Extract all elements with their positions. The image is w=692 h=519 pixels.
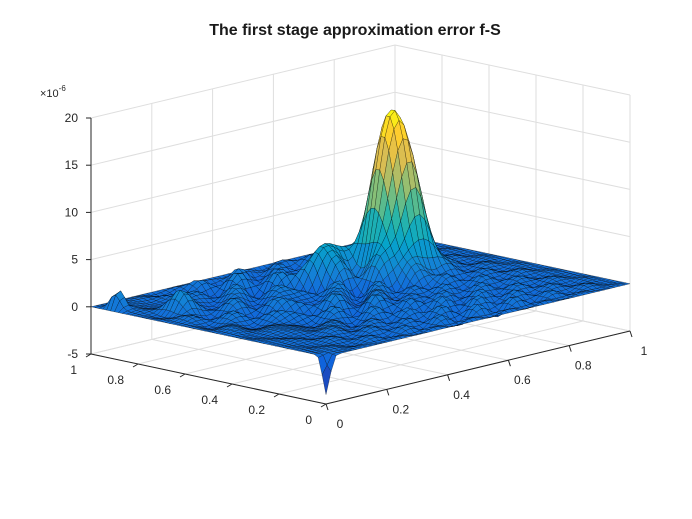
grid-line-z <box>394 91 631 143</box>
grid-line-z <box>90 44 396 119</box>
grid-line-z <box>394 186 631 238</box>
y-tick-mark <box>273 393 280 398</box>
x-tick-mark <box>629 330 633 338</box>
y-tick-label: 0.2 <box>248 403 265 417</box>
x-axis-line <box>325 330 631 405</box>
x-tick-mark <box>386 389 390 396</box>
z-tick-label: 20 <box>65 111 79 125</box>
x-tick-mark <box>325 403 329 411</box>
z-tick-label: 5 <box>71 253 78 267</box>
grid-line-z <box>394 138 631 190</box>
grid-line-z <box>90 186 396 261</box>
grid-line-z <box>90 91 396 166</box>
grid-line-y-floor <box>278 320 584 395</box>
z-tick-label: 10 <box>65 205 79 219</box>
grid-line-z <box>90 138 396 213</box>
z-exponent-base: ×10 <box>40 88 59 100</box>
z-tick-label: 15 <box>65 158 79 172</box>
y-tick-label: 0.8 <box>107 373 124 387</box>
surface-patch <box>321 364 332 395</box>
z-tick-label: -5 <box>67 347 78 361</box>
surface <box>90 109 631 395</box>
x-tick-label: 0.6 <box>514 373 531 387</box>
x-tick-label: 0.4 <box>453 388 470 402</box>
x-tick-label: 0.2 <box>392 402 409 416</box>
x-tick-label: 1 <box>641 344 648 358</box>
grid-line-y-floor <box>231 310 537 385</box>
x-tick-mark <box>447 374 451 381</box>
x-tick-label: 0 <box>337 417 344 431</box>
y-tick-mark <box>179 373 186 378</box>
x-tick-label: 0.8 <box>575 359 592 373</box>
z-tick-label: 0 <box>71 300 78 314</box>
y-tick-mark <box>320 403 327 408</box>
x-tick-mark <box>568 345 572 352</box>
grid-line-x-floor <box>151 338 387 390</box>
z-exponent-power: -6 <box>59 84 67 93</box>
y-axis-line <box>90 353 327 405</box>
chart-title: The first stage approximation error f-S <box>209 22 501 39</box>
y-tick-label: 1 <box>70 363 77 377</box>
z-exponent-label: ×10-6 <box>40 84 66 100</box>
grid-line-z <box>394 44 631 96</box>
y-tick-label: 0.6 <box>154 383 171 397</box>
y-tick-mark <box>132 363 139 368</box>
svg-text:×10-6: ×10-6 <box>40 84 66 100</box>
x-tick-mark <box>507 360 511 367</box>
y-tick-label: 0.4 <box>201 393 218 407</box>
axes <box>90 118 631 405</box>
y-tick-label: 0 <box>305 413 312 427</box>
y-tick-mark <box>226 383 233 388</box>
